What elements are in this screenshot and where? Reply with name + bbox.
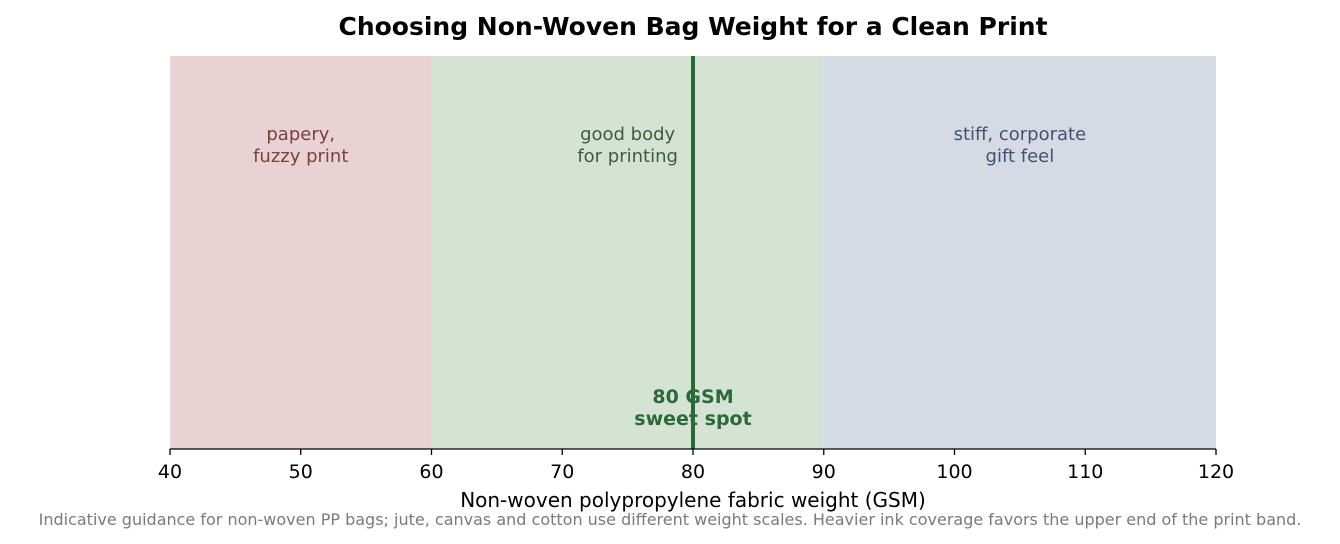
- x-tick-label-7: 110: [1067, 461, 1103, 483]
- chart-caption: Indicative guidance for non-woven PP bag…: [39, 510, 1302, 529]
- band-1: [431, 56, 824, 449]
- x-tick-label-4: 80: [681, 461, 705, 483]
- weight-bands: [170, 56, 1216, 449]
- x-tick-label-3: 70: [550, 461, 574, 483]
- x-tick-label-0: 40: [158, 461, 182, 483]
- band-label-1-0: good body: [580, 124, 675, 145]
- x-axis: 40 50 60 70 80 90 100 110 120: [158, 448, 1234, 483]
- x-tick-label-6: 100: [936, 461, 972, 483]
- band-label-1-1: for printing: [577, 146, 678, 167]
- sweet-spot-label-0: 80 GSM: [652, 386, 733, 408]
- sweet-spot-label-1: sweet spot: [634, 408, 751, 430]
- x-tick-label-1: 50: [289, 461, 313, 483]
- band-label-2-0: stiff, corporate: [954, 124, 1087, 145]
- x-tick-label-8: 120: [1198, 461, 1234, 483]
- chart-title: Choosing Non-Woven Bag Weight for a Clea…: [338, 12, 1047, 41]
- x-tick-label-5: 90: [812, 461, 836, 483]
- band-0: [170, 56, 432, 449]
- band-label-0-1: fuzzy print: [253, 146, 348, 167]
- band-2: [823, 56, 1216, 449]
- band-label-2-1: gift feel: [986, 146, 1055, 167]
- x-tick-label-2: 60: [419, 461, 443, 483]
- band-label-0-0: papery,: [266, 124, 335, 145]
- x-axis-label: Non-woven polypropylene fabric weight (G…: [460, 488, 926, 512]
